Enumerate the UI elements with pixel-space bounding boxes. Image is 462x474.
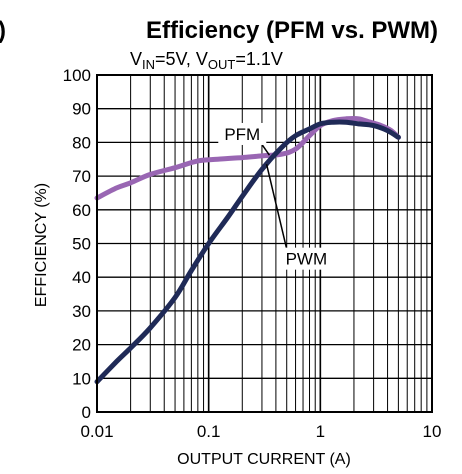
y-tick-label: 10 — [72, 369, 91, 388]
y-tick-label: 100 — [63, 66, 91, 85]
plot-frame — [96, 74, 433, 413]
annotation-box — [282, 247, 331, 270]
x-tick-label: 0.1 — [197, 422, 221, 441]
y-axis-label: EFFICIENCY (%) — [33, 183, 50, 307]
annotation-label-pfm: PFM — [224, 125, 260, 144]
series-line-pwm — [94, 119, 401, 385]
x-tick-label: 1 — [316, 422, 325, 441]
annotation-label-pwm: PWM — [286, 250, 328, 269]
y-tick-label: 30 — [72, 302, 91, 321]
annotation-leader — [261, 144, 271, 156]
y-tick-label: 90 — [72, 100, 91, 119]
annotation-leader — [265, 164, 288, 248]
series-lines — [94, 115, 401, 385]
y-tick-label: 80 — [72, 133, 91, 152]
cropped-left-fragment: ) — [0, 17, 6, 44]
annotations: PFM PWM — [218, 122, 331, 270]
y-tick-label: 40 — [72, 268, 91, 287]
operating-conditions: VIN=5V, VOUT=1.1V — [130, 49, 283, 72]
y-tick-label: 0 — [82, 403, 91, 422]
chart-title: Efficiency (PFM vs. PWM) — [146, 17, 438, 44]
series-line-pfm — [94, 115, 401, 201]
y-tick-label: 20 — [72, 336, 91, 355]
y-tick-label: 50 — [72, 235, 91, 254]
y-tick-label: 70 — [72, 167, 91, 186]
annotation-box — [218, 122, 267, 145]
tick-labels: 0 10 20 30 40 50 60 70 80 90 100 0.01 0.1 1 10 — [63, 66, 442, 441]
x-axis-label: OUTPUT CURRENT (A) — [177, 451, 351, 468]
x-tick-label: 10 — [423, 422, 442, 441]
y-tick-label: 60 — [72, 201, 91, 220]
x-tick-label: 0.01 — [80, 422, 113, 441]
